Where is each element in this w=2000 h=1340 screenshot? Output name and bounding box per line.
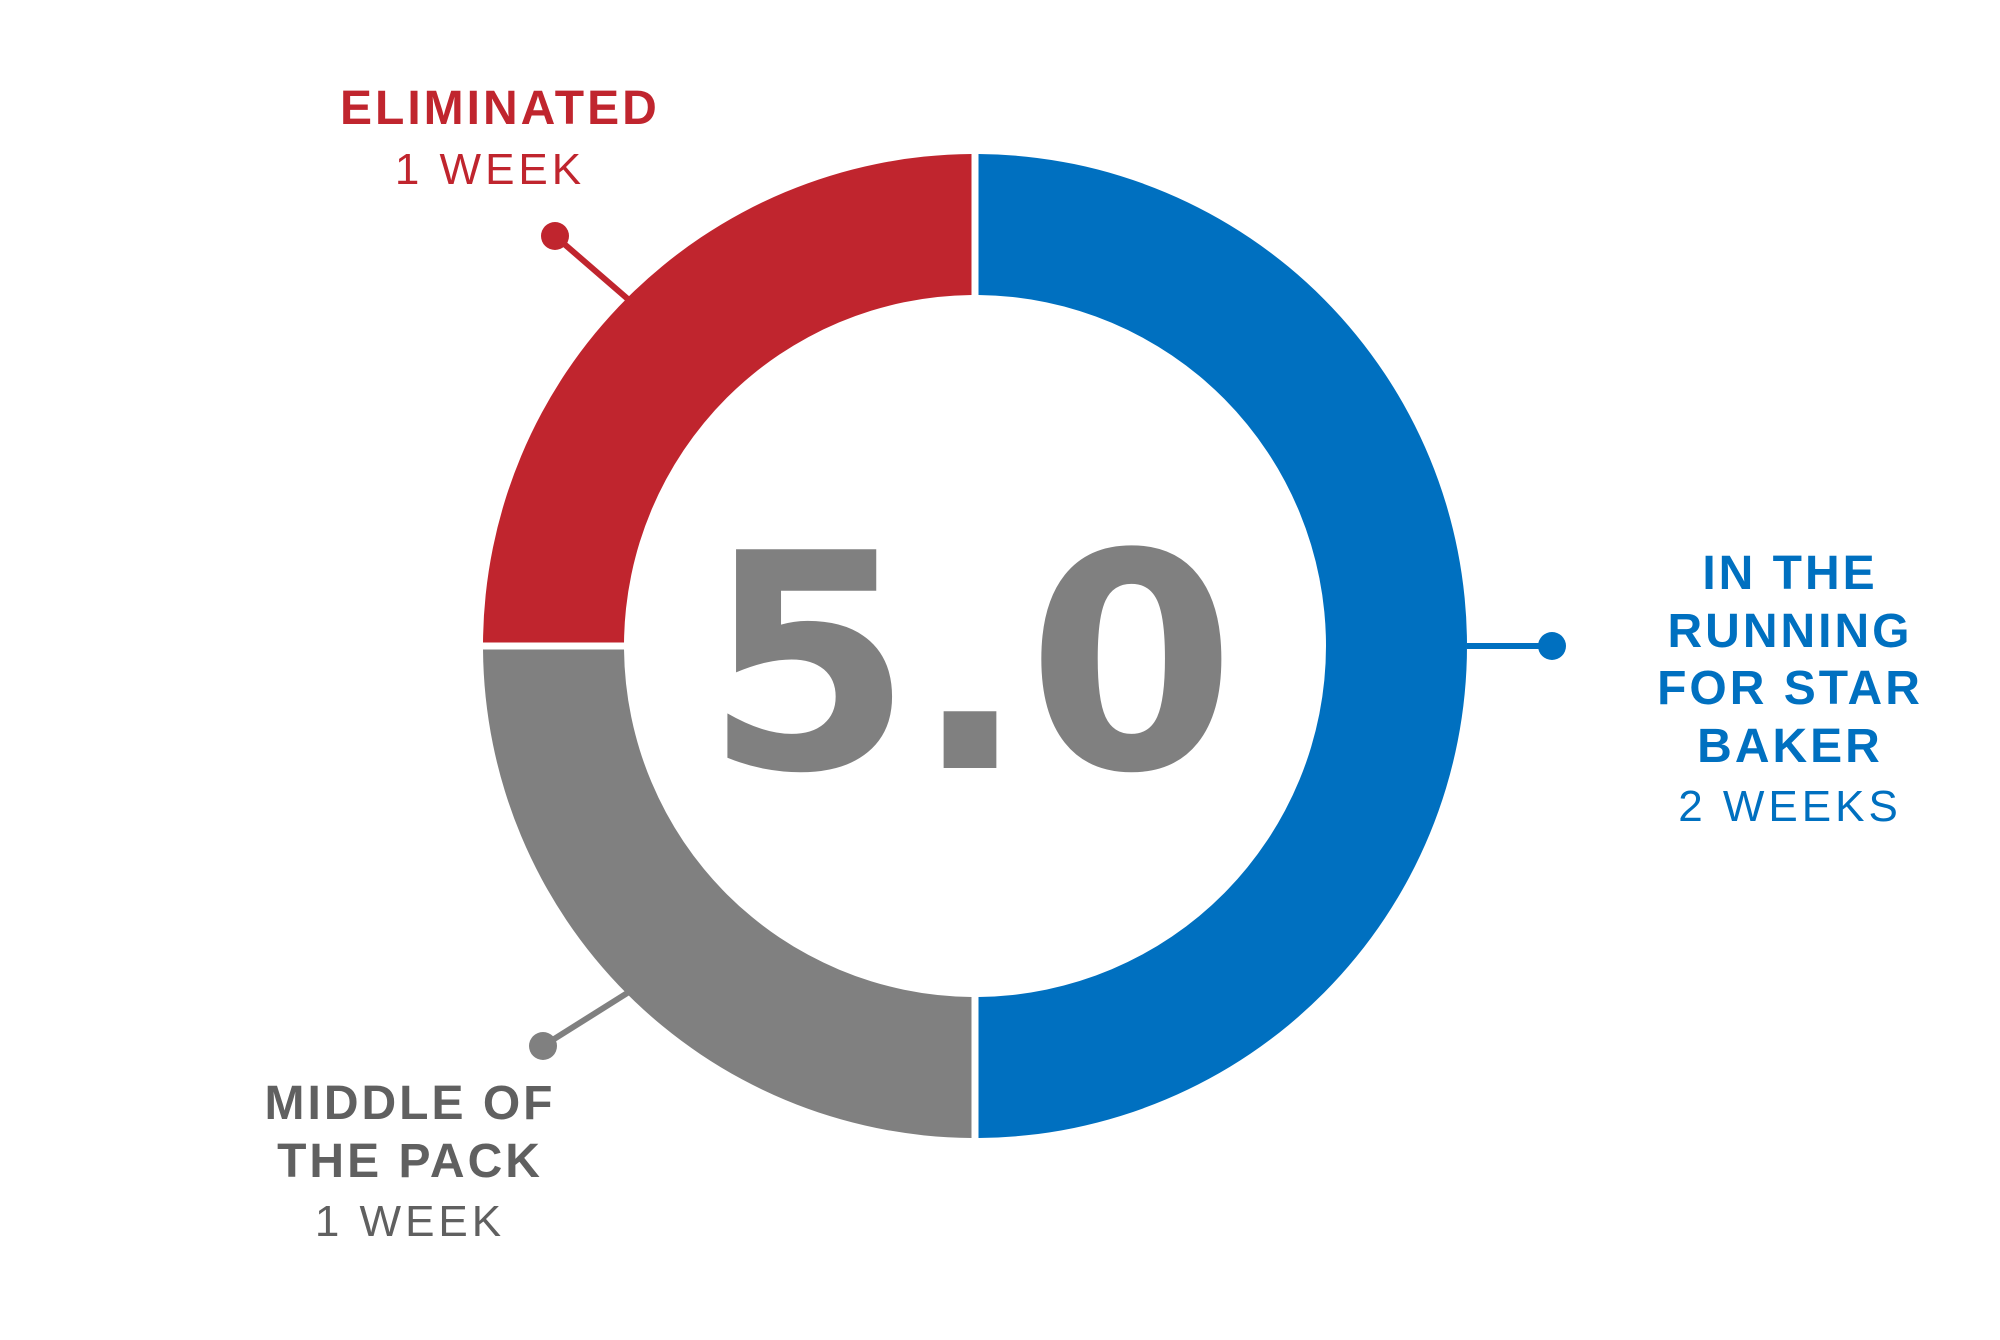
center-value: 5.0 [704, 490, 1235, 839]
slice-middle [483, 649, 972, 1138]
label-middle-weeks: 1 week [314, 1197, 506, 1247]
slice-running [978, 154, 1467, 1138]
leader-dot-middle [529, 1032, 557, 1060]
label-eliminated-weeks: 1 week [394, 144, 586, 194]
label-eliminated: Eliminated 1 week [340, 80, 660, 196]
leader-line-eliminated [553, 233, 632, 303]
label-running-title-line-1: In the running [1667, 547, 1913, 658]
label-middle-title-line-2: the pack [277, 1134, 543, 1188]
label-running: In the running for star baker 2 weeks [1590, 545, 1990, 834]
label-middle: Middle of the pack 1 week [260, 1075, 560, 1249]
label-running-weeks: 2 weeks [1678, 782, 1902, 832]
label-running-title-line-2: for star baker [1657, 662, 1923, 773]
leader-dot-eliminated [541, 222, 569, 250]
leader-dot-running [1538, 632, 1566, 660]
label-eliminated-title: Eliminated [340, 82, 660, 135]
label-middle-title-line-1: Middle of [264, 1077, 556, 1130]
leader-line-middle [541, 989, 631, 1049]
slice-eliminated [483, 154, 972, 643]
